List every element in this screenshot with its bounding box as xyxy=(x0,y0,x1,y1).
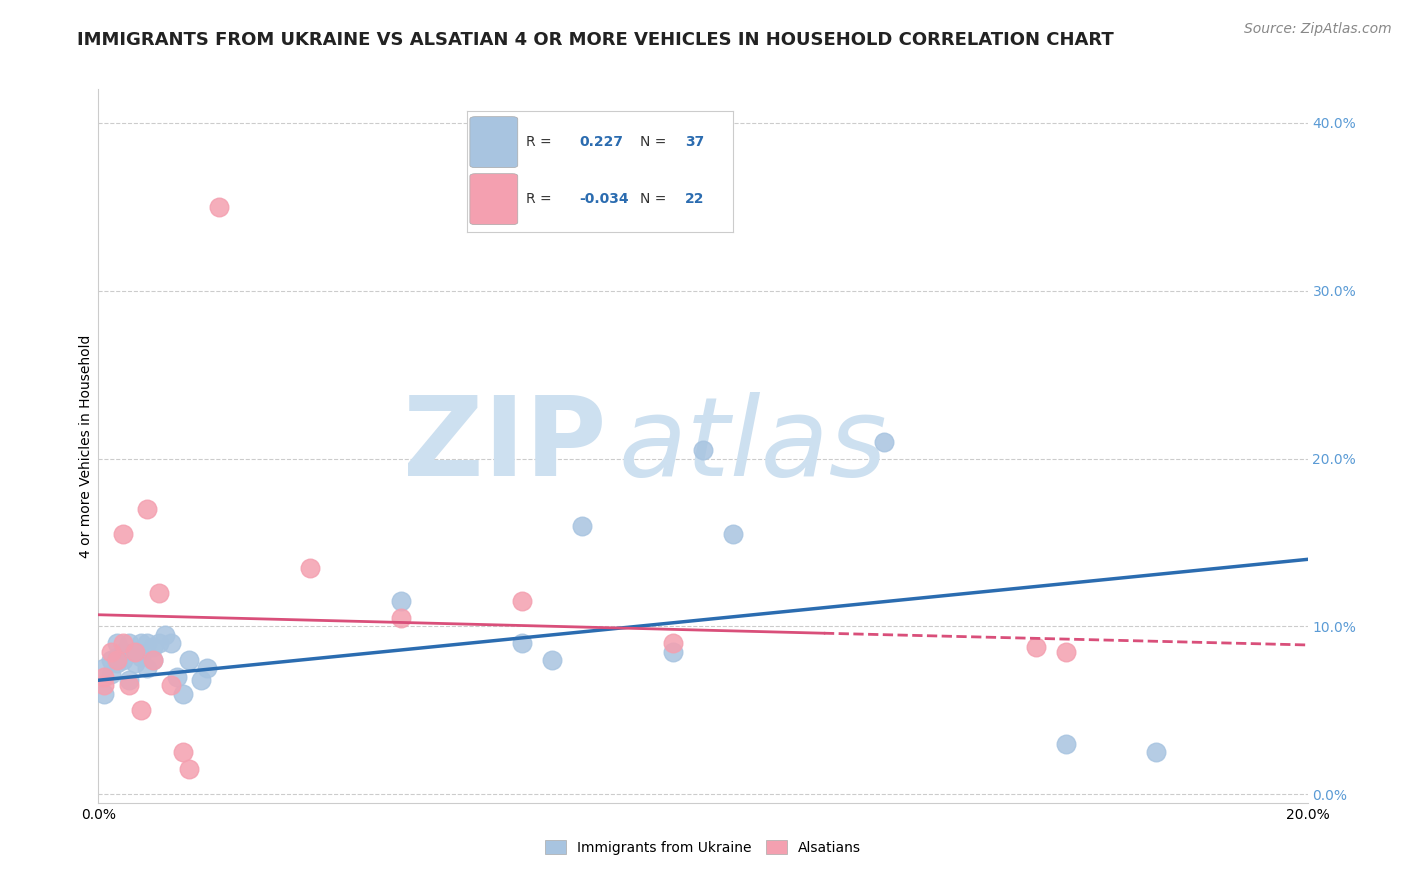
Point xyxy=(142,653,165,667)
Point xyxy=(105,636,128,650)
Point xyxy=(571,518,593,533)
Point xyxy=(111,527,134,541)
Point xyxy=(105,649,128,664)
Point xyxy=(160,678,183,692)
Point xyxy=(124,645,146,659)
Point xyxy=(179,762,201,776)
Point xyxy=(153,628,176,642)
Point xyxy=(389,611,412,625)
Point xyxy=(135,636,157,650)
Point xyxy=(118,673,141,688)
Point xyxy=(195,661,218,675)
Point xyxy=(723,527,745,541)
Point xyxy=(873,434,896,449)
Point xyxy=(661,645,683,659)
Point xyxy=(129,649,152,664)
Point xyxy=(93,678,115,692)
Text: ZIP: ZIP xyxy=(404,392,606,500)
Point xyxy=(105,653,128,667)
Point xyxy=(1144,746,1167,760)
Point xyxy=(1024,640,1046,654)
Point xyxy=(179,653,201,667)
Point xyxy=(124,657,146,671)
Point xyxy=(1054,737,1077,751)
Point xyxy=(100,666,122,681)
Point xyxy=(299,560,322,574)
Point xyxy=(111,636,134,650)
Point xyxy=(389,594,412,608)
Point xyxy=(93,670,115,684)
Text: IMMIGRANTS FROM UKRAINE VS ALSATIAN 4 OR MORE VEHICLES IN HOUSEHOLD CORRELATION : IMMIGRANTS FROM UKRAINE VS ALSATIAN 4 OR… xyxy=(77,31,1114,49)
Point xyxy=(208,200,231,214)
Point xyxy=(172,687,194,701)
Point xyxy=(166,670,188,684)
Point xyxy=(142,653,165,667)
Point xyxy=(692,443,714,458)
Point xyxy=(118,636,141,650)
Point xyxy=(135,661,157,675)
Point xyxy=(105,657,128,671)
Point xyxy=(510,636,533,650)
Point xyxy=(142,640,165,654)
Point xyxy=(148,636,170,650)
Point xyxy=(124,645,146,659)
Point xyxy=(118,678,141,692)
Text: atlas: atlas xyxy=(619,392,887,500)
Point xyxy=(129,703,152,717)
Point xyxy=(160,636,183,650)
Point xyxy=(172,746,194,760)
Y-axis label: 4 or more Vehicles in Household: 4 or more Vehicles in Household xyxy=(79,334,93,558)
Point xyxy=(93,661,115,675)
Legend: Immigrants from Ukraine, Alsatians: Immigrants from Ukraine, Alsatians xyxy=(540,834,866,860)
Text: Source: ZipAtlas.com: Source: ZipAtlas.com xyxy=(1244,22,1392,37)
Point xyxy=(661,636,683,650)
Point xyxy=(190,673,212,688)
Point xyxy=(148,586,170,600)
Point xyxy=(93,687,115,701)
Point xyxy=(135,502,157,516)
Point xyxy=(111,645,134,659)
Point xyxy=(540,653,562,667)
Point xyxy=(510,594,533,608)
Point xyxy=(111,653,134,667)
Point xyxy=(129,636,152,650)
Point xyxy=(1054,645,1077,659)
Point xyxy=(100,653,122,667)
Point xyxy=(100,645,122,659)
